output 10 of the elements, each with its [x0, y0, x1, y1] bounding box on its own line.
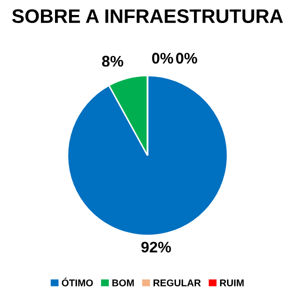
- pie-slice: [66, 74, 228, 236]
- data-label: 92%: [141, 242, 171, 253]
- legend-label: RUIM: [220, 280, 244, 286]
- legend-label: BOM: [112, 279, 134, 286]
- chart-title: SOBRE A INFRAESTRUTURA: [12, 9, 283, 24]
- legend-label: ÓTIMO: [62, 278, 93, 286]
- text: 0%: [176, 52, 198, 64]
- data-label: 8%: [102, 56, 124, 67]
- legend-label: REGULAR: [154, 279, 201, 286]
- text: 0%: [152, 52, 174, 64]
